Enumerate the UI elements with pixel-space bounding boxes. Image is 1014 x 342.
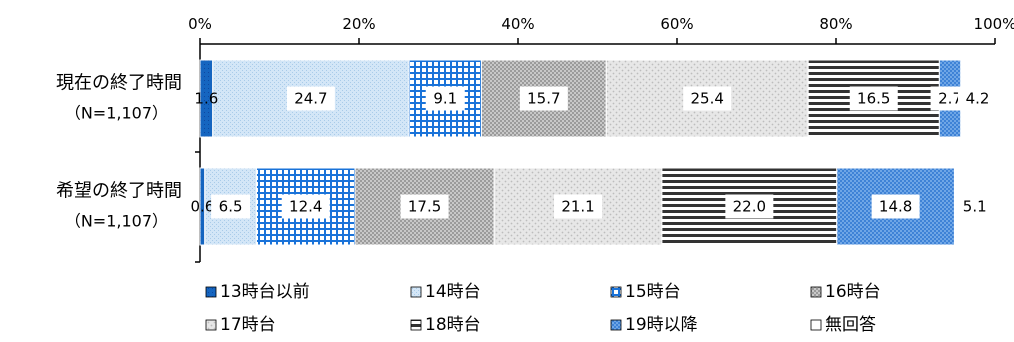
data-label-box (955, 194, 995, 219)
data-label: 5.1 (963, 198, 987, 216)
legend-label: 16時台 (825, 282, 881, 302)
legend-label: 14時台 (425, 282, 481, 302)
data-label: 9.1 (433, 90, 457, 108)
data-label: 15.7 (527, 90, 560, 108)
data-label: 0.6 (190, 198, 214, 216)
legend-swatch (205, 286, 217, 298)
x-tick-label: 80% (819, 15, 852, 33)
data-label-box (849, 86, 898, 111)
data-label-box (958, 86, 998, 111)
legend-swatch (410, 319, 422, 331)
data-label: 1.6 (194, 90, 218, 108)
data-label-box (286, 86, 335, 111)
x-tick-label: 60% (660, 15, 693, 33)
data-label: 16.5 (857, 90, 890, 108)
legend-swatch (205, 319, 217, 331)
data-label-box (871, 194, 920, 219)
category-label: 現在の終了時間 (56, 73, 182, 94)
x-tick-label: 100% (974, 15, 1014, 33)
x-tick-label: 40% (501, 15, 534, 33)
legend-swatch (810, 286, 822, 298)
data-label: 14.8 (879, 198, 912, 216)
legend-swatch (410, 286, 422, 298)
legend-label: 18時台 (425, 315, 481, 335)
category-n-label: （N=1,107） (65, 104, 168, 123)
data-label-box (425, 86, 465, 111)
data-label: 24.7 (294, 90, 327, 108)
legend-swatch (610, 286, 622, 298)
data-label-box (725, 194, 774, 219)
data-label: 12.4 (289, 198, 322, 216)
data-label-box (400, 194, 449, 219)
data-label: 17.5 (408, 198, 441, 216)
data-label: 25.4 (691, 90, 724, 108)
data-label: 21.1 (561, 198, 594, 216)
x-tick-label: 0% (188, 15, 212, 33)
bar-segment (807, 59, 940, 138)
legend-label: 17時台 (220, 315, 276, 335)
data-label: 4.2 (966, 90, 990, 108)
legend-swatch (810, 319, 822, 331)
legend-label: 13時台以前 (220, 282, 310, 302)
category-label: 希望の終了時間 (56, 181, 182, 202)
data-label-box (554, 194, 603, 219)
data-label-box (211, 194, 251, 219)
legend-label: 19時以降 (625, 315, 698, 335)
x-tick-label: 20% (342, 15, 375, 33)
legend-label: 15時台 (625, 282, 681, 302)
legend-label: 無回答 (825, 315, 876, 335)
legend-swatch (610, 319, 622, 331)
data-label: 6.5 (219, 198, 243, 216)
data-label-box (683, 86, 732, 111)
data-label-box (519, 86, 568, 111)
data-label: 22.0 (733, 198, 766, 216)
data-label: 2.7 (938, 90, 962, 108)
data-label-box (281, 194, 330, 219)
category-n-label: （N=1,107） (65, 212, 168, 231)
